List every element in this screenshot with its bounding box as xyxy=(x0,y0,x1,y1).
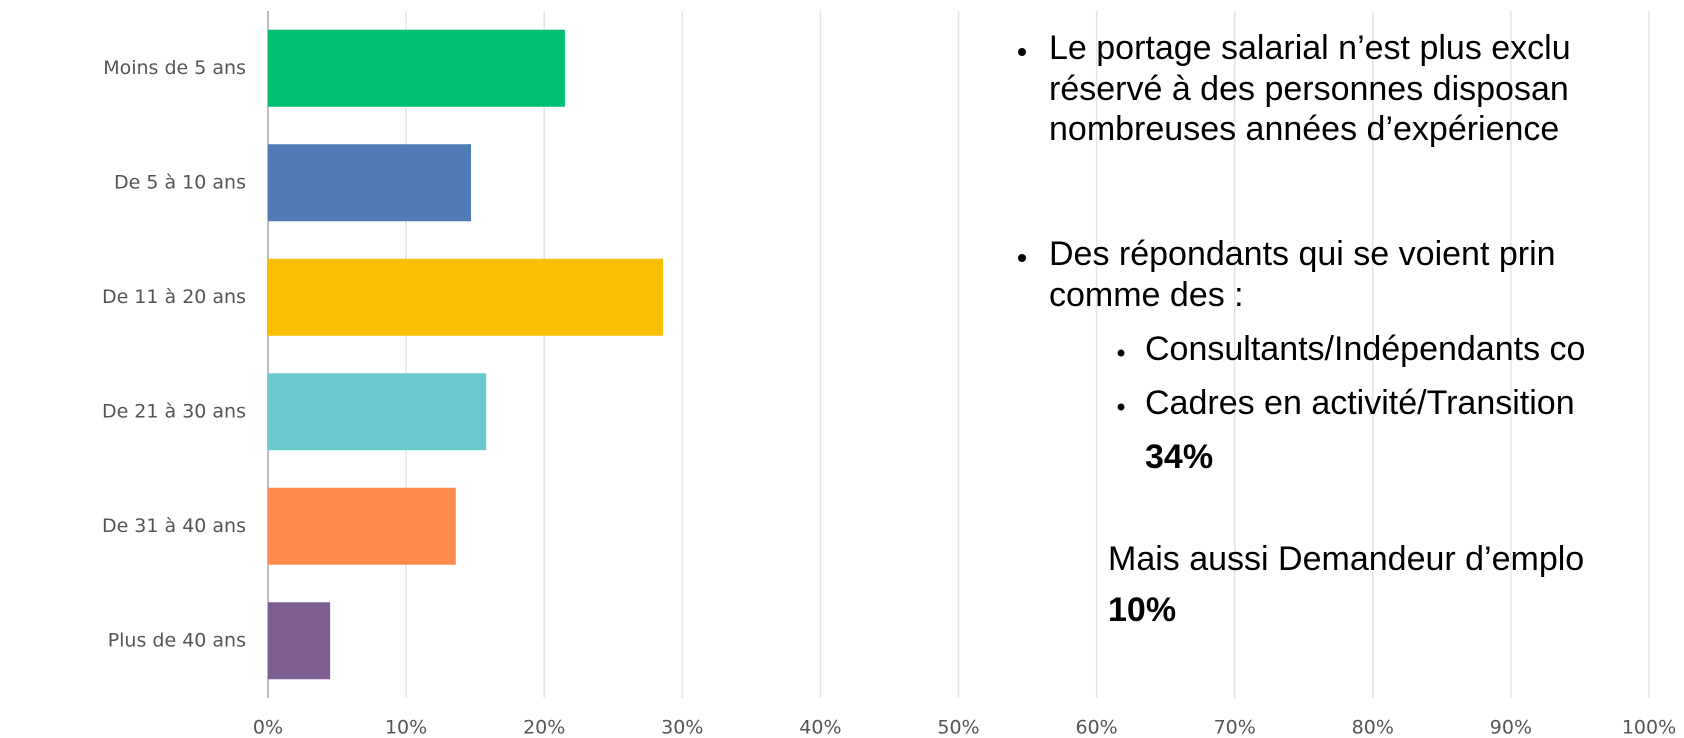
x-tick-label: 40% xyxy=(799,717,841,738)
note-line: réservé à des personnes disposan xyxy=(1049,70,1569,108)
bar xyxy=(268,29,565,107)
y-tick-label: Moins de 5 ans xyxy=(103,57,246,79)
note-line: comme des : xyxy=(1049,276,1244,314)
note-value: 34% xyxy=(1145,438,1213,476)
y-tick-label: Plus de 40 ans xyxy=(108,629,246,651)
bar xyxy=(268,144,472,222)
x-tick-label: 100% xyxy=(1622,717,1676,738)
x-tick-label: 60% xyxy=(1075,717,1117,738)
note-line: Consultants/Indépendants co xyxy=(1145,330,1585,368)
bar xyxy=(268,373,487,451)
y-tick-label: De 11 à 20 ans xyxy=(102,286,246,308)
sub-bullet xyxy=(1117,349,1125,357)
y-tick-label: De 31 à 40 ans xyxy=(102,515,246,537)
bar xyxy=(268,258,663,336)
x-tick-label: 90% xyxy=(1490,717,1532,738)
note-line: Des répondants qui se voient prin xyxy=(1049,235,1556,273)
bar xyxy=(268,487,456,565)
sub-bullet xyxy=(1117,403,1125,411)
bar xyxy=(268,602,331,680)
note-line: Mais aussi Demandeur d’emplo xyxy=(1108,540,1584,578)
x-tick-label: 0% xyxy=(253,717,283,738)
x-tick-label: 50% xyxy=(937,717,979,738)
note-line: Le portage salarial n’est plus exclu xyxy=(1049,29,1571,67)
x-tick-label: 80% xyxy=(1352,717,1394,738)
notes: Le portage salarial n’est plus exclu rés… xyxy=(1018,29,1585,629)
x-tick-label: 20% xyxy=(523,717,565,738)
chart: 0% 10% 20% 30% 40% 50% 60% 70% 80% 90% 100% Moins d… xyxy=(102,11,1676,738)
note-line: nombreuses années d’expérience xyxy=(1049,110,1559,148)
x-tick-label: 70% xyxy=(1214,717,1256,738)
bullet xyxy=(1018,48,1026,56)
y-tick-label: De 5 à 10 ans xyxy=(114,171,246,193)
note-value: 10% xyxy=(1108,591,1176,629)
bullet xyxy=(1018,254,1026,262)
x-tick-label: 10% xyxy=(385,717,427,738)
y-tick-label: De 21 à 30 ans xyxy=(102,400,246,422)
x-tick-label: 30% xyxy=(661,717,703,738)
note-line: Cadres en activité/Transition xyxy=(1145,384,1575,422)
